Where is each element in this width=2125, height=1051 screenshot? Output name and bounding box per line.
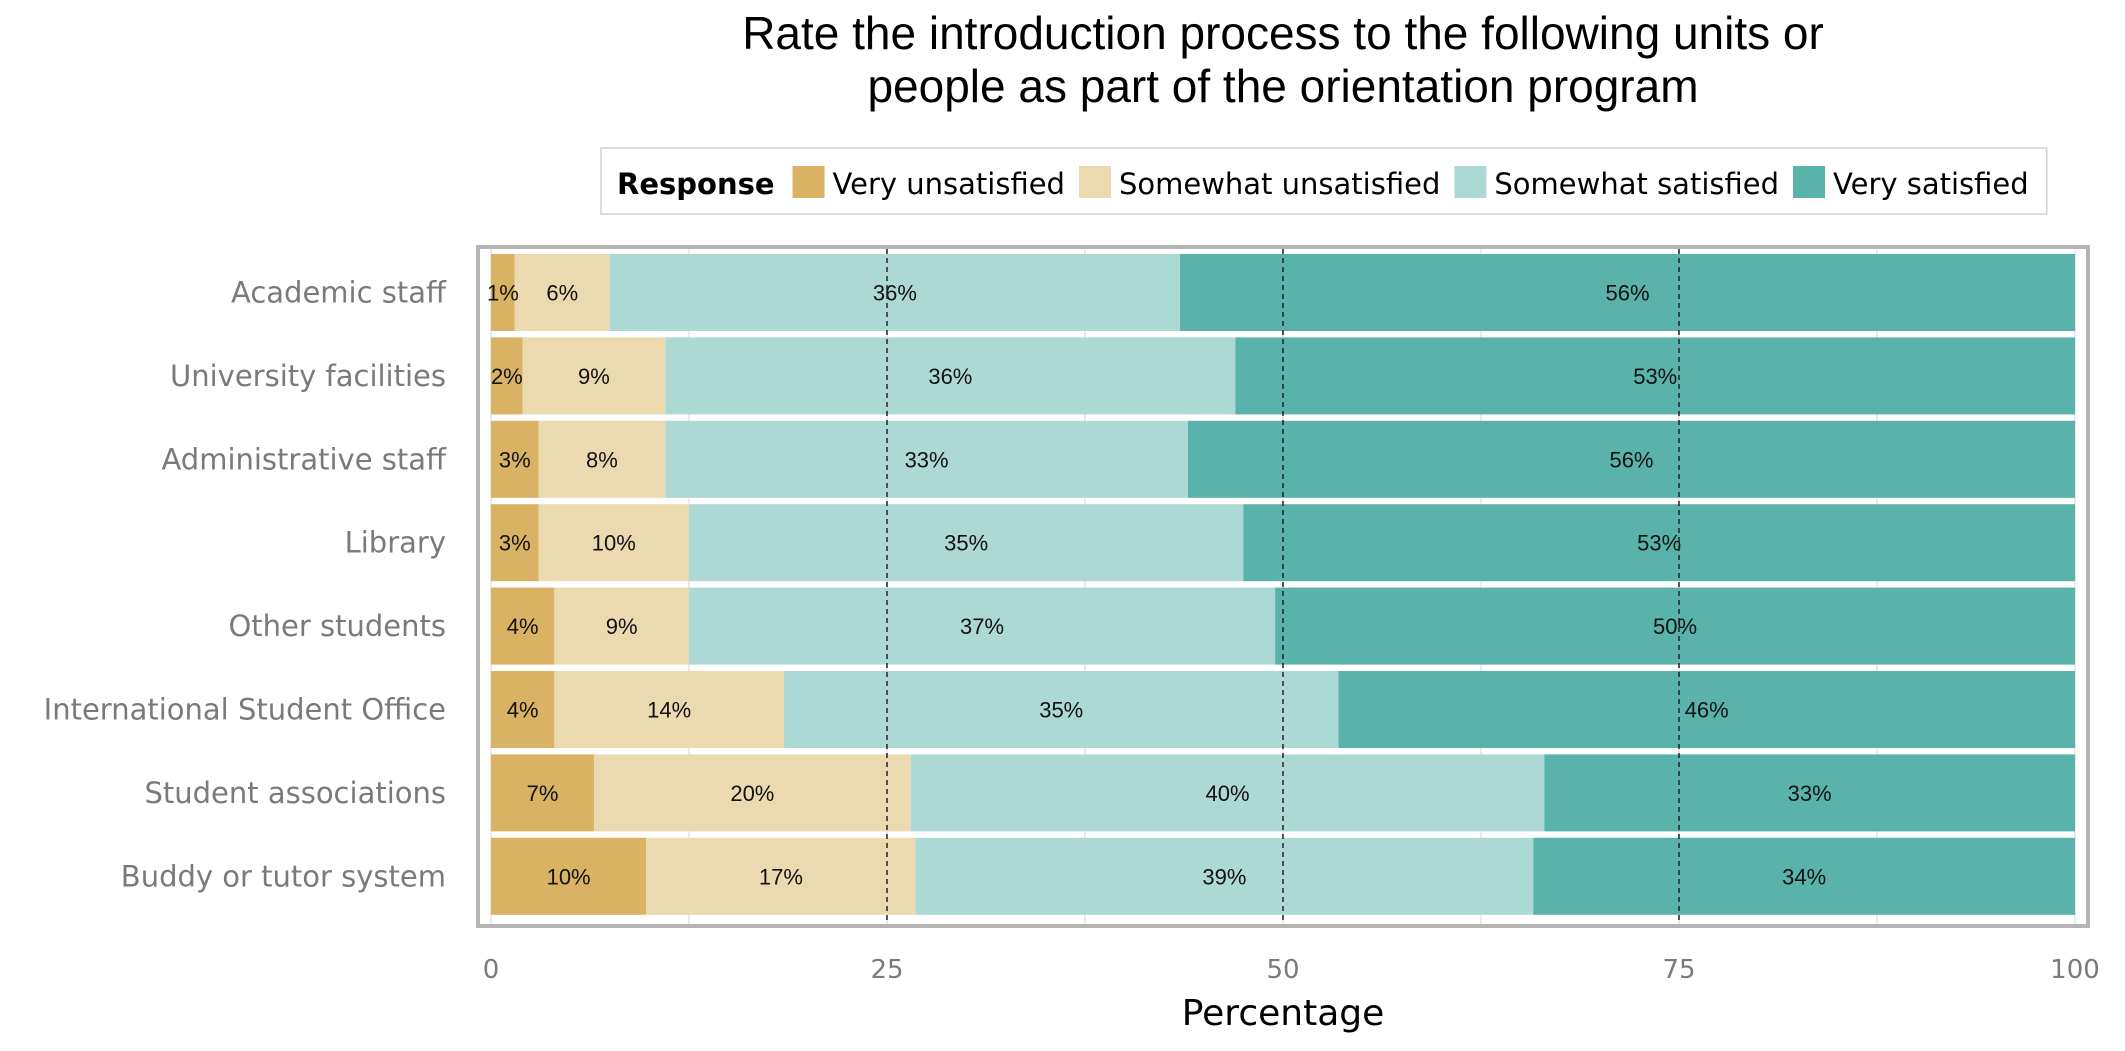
bar-very-satisfied-university-facilities bbox=[1235, 337, 2075, 415]
bars bbox=[491, 254, 2075, 915]
x-axis-ticks: 0 25 50 75 100 bbox=[483, 955, 2100, 985]
data-label: 10% bbox=[547, 864, 591, 889]
bar-very-unsatisfied-buddy-or-tutor-system bbox=[491, 837, 647, 915]
data-label: 3% bbox=[499, 447, 531, 472]
category-label-academic-staff: Academic staff bbox=[231, 276, 447, 310]
data-label: 14% bbox=[647, 698, 691, 723]
chart-title-line: people as part of the orientation progra… bbox=[867, 60, 1698, 112]
data-label: 36% bbox=[873, 281, 917, 306]
data-label: 33% bbox=[905, 447, 949, 472]
bar-somewhat-satisfied-academic-staff bbox=[609, 254, 1181, 331]
data-label: 4% bbox=[507, 614, 539, 639]
bar-very-satisfied-administrative-staff bbox=[1187, 420, 2075, 498]
bar-somewhat-unsatisfied-university-facilities bbox=[522, 337, 666, 415]
category-label-student-associations: Student associations bbox=[144, 776, 446, 810]
x-tick-label: 25 bbox=[870, 955, 903, 985]
data-label: 35% bbox=[1039, 698, 1083, 723]
data-label: 7% bbox=[527, 781, 559, 806]
bar-very-satisfied-student-associations bbox=[1544, 754, 2075, 832]
legend-swatch-very-unsatisfied bbox=[792, 166, 825, 198]
bar-very-unsatisfied-administrative-staff bbox=[491, 420, 539, 498]
bar-very-satisfied-academic-staff bbox=[1180, 254, 2075, 331]
legend-title: Response bbox=[617, 167, 775, 201]
bar-somewhat-satisfied-international-student-office bbox=[784, 671, 1339, 748]
category-label-library: Library bbox=[345, 526, 446, 560]
data-label: 34% bbox=[1782, 864, 1826, 889]
category-label-university-facilities: University facilities bbox=[170, 359, 446, 393]
data-label: 40% bbox=[1206, 781, 1250, 806]
legend-label-somewhat-satisfied: Somewhat satisfied bbox=[1494, 167, 1779, 201]
data-label: 2% bbox=[491, 364, 523, 389]
bar-very-unsatisfied-international-student-office bbox=[491, 671, 555, 748]
bar-somewhat-unsatisfied-international-student-office bbox=[554, 671, 785, 748]
legend-swatch-very-satisfied bbox=[1793, 166, 1826, 198]
data-label: 10% bbox=[592, 531, 636, 556]
x-tick-label: 50 bbox=[1266, 955, 1299, 985]
x-tick-label: 75 bbox=[1662, 955, 1695, 985]
data-label: 37% bbox=[960, 614, 1004, 639]
category-label-buddy-or-tutor-system: Buddy or tutor system bbox=[121, 859, 446, 893]
data-label: 56% bbox=[1609, 447, 1653, 472]
data-label: 17% bbox=[759, 864, 803, 889]
data-label: 1% bbox=[487, 281, 519, 306]
data-label: 8% bbox=[586, 447, 618, 472]
bar-somewhat-satisfied-library bbox=[689, 504, 1244, 582]
data-label: 50% bbox=[1653, 614, 1697, 639]
bar-somewhat-unsatisfied-student-associations bbox=[593, 754, 911, 832]
bar-very-unsatisfied-student-associations bbox=[491, 754, 594, 832]
chart-title: Rate the introduction process to the fol… bbox=[742, 7, 1824, 112]
bar-somewhat-satisfied-buddy-or-tutor-system bbox=[915, 837, 1534, 915]
bar-somewhat-satisfied-administrative-staff bbox=[665, 420, 1188, 498]
x-axis-title: Percentage bbox=[1182, 993, 1385, 1034]
data-label: 56% bbox=[1605, 281, 1649, 306]
data-label: 36% bbox=[928, 364, 972, 389]
bar-very-unsatisfied-university-facilities bbox=[491, 337, 523, 415]
data-label: 35% bbox=[944, 531, 988, 556]
bar-somewhat-satisfied-university-facilities bbox=[665, 337, 1236, 415]
data-label: 9% bbox=[578, 364, 610, 389]
data-label: 9% bbox=[606, 614, 638, 639]
x-tick-label: 100 bbox=[2050, 955, 2100, 985]
bar-somewhat-unsatisfied-academic-staff bbox=[514, 254, 610, 331]
bar-somewhat-unsatisfied-buddy-or-tutor-system bbox=[646, 837, 916, 915]
data-label: 53% bbox=[1637, 531, 1681, 556]
legend-swatch-somewhat-satisfied bbox=[1454, 166, 1487, 198]
data-label: 20% bbox=[730, 781, 774, 806]
bar-somewhat-satisfied-other-students bbox=[689, 587, 1276, 665]
bar-very-unsatisfied-academic-staff bbox=[491, 254, 515, 331]
legend-label-very-unsatisfied: Very unsatisfied bbox=[833, 167, 1065, 201]
category-label-international-student-office: International Student Office bbox=[44, 693, 446, 727]
bar-very-unsatisfied-library bbox=[491, 504, 539, 582]
bar-somewhat-unsatisfied-library bbox=[538, 504, 689, 582]
bar-very-unsatisfied-other-students bbox=[491, 587, 555, 665]
data-label: 39% bbox=[1202, 864, 1246, 889]
data-label: 4% bbox=[507, 698, 539, 723]
bar-very-satisfied-library bbox=[1243, 504, 2075, 582]
bar-very-satisfied-buddy-or-tutor-system bbox=[1533, 837, 2075, 915]
reference-lines bbox=[886, 249, 1680, 924]
bar-labels: 1% 6% 36% 56% 2% 9% 36% 53% 3% 8% 33% 56% 3% 10% 35% 53… bbox=[487, 281, 1832, 890]
category-labels: Academic staff University facilities Admin… bbox=[44, 276, 447, 894]
data-label: 53% bbox=[1633, 364, 1677, 389]
bar-somewhat-satisfied-student-associations bbox=[910, 754, 1545, 832]
data-label: 3% bbox=[499, 531, 531, 556]
data-label: 33% bbox=[1788, 781, 1832, 806]
category-label-administrative-staff: Administrative staff bbox=[161, 442, 447, 476]
bar-somewhat-unsatisfied-other-students bbox=[554, 587, 689, 665]
bar-somewhat-unsatisfied-administrative-staff bbox=[538, 420, 666, 498]
legend-label-very-satisfied: Very satisfied bbox=[1833, 167, 2029, 201]
bar-very-satisfied-other-students bbox=[1275, 587, 2075, 665]
legend-label-somewhat-unsatisfied: Somewhat unsatisfied bbox=[1119, 167, 1440, 201]
bar-very-satisfied-international-student-office bbox=[1338, 671, 2075, 748]
data-label: 46% bbox=[1685, 698, 1729, 723]
data-label: 6% bbox=[546, 281, 578, 306]
chart-title-line: Rate the introduction process to the fol… bbox=[742, 7, 1824, 59]
category-label-other-students: Other students bbox=[228, 609, 446, 643]
legend-swatch-somewhat-unsatisfied bbox=[1078, 166, 1111, 198]
legend: Response Very unsatisfied Somewhat unsati… bbox=[600, 147, 2048, 215]
x-tick-label: 0 bbox=[483, 955, 500, 985]
